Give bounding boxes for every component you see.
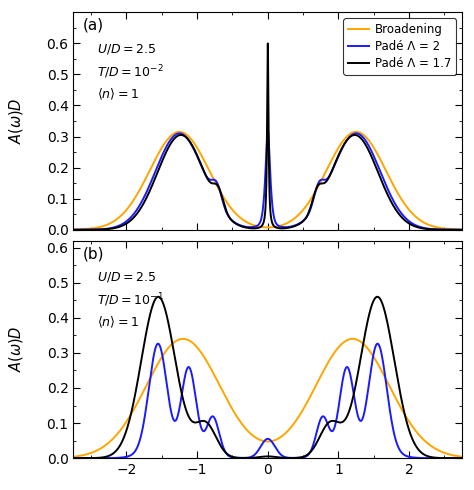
Broadening [151,159,157,165]
Padé Λ = 1.7 [151,177,157,183]
Padé Λ = 2 [154,166,159,171]
Padé Λ = 2 [151,171,157,177]
Y-axis label: $A(\omega)D$: $A(\omega)D$ [7,326,25,372]
Broadening [213,180,219,186]
Padé Λ = 2 [243,224,249,230]
Line: Padé Λ = 1.7: Padé Λ = 1.7 [56,44,474,230]
Broadening [177,129,182,135]
Text: $U/D = 2.5$
$T/D = 10^{-2}$
$\langle n\rangle = 1$: $U/D = 2.5$ $T/D = 10^{-2}$ $\langle n\r… [97,42,164,102]
Y-axis label: $A(\omega)D$: $A(\omega)D$ [7,98,25,144]
Line: Padé Λ = 2: Padé Λ = 2 [56,130,474,230]
Padé Λ = 2 [156,160,162,166]
Padé Λ = 1.7 [53,227,59,233]
Padé Λ = 1.7 [213,181,219,187]
Legend: Broadening, Padé Λ = 2, Padé Λ = 1.7: Broadening, Padé Λ = 2, Padé Λ = 1.7 [343,18,456,75]
Broadening [243,219,249,224]
Line: Broadening: Broadening [56,132,474,230]
Broadening [156,150,162,156]
Padé Λ = 2 [213,177,219,183]
Padé Λ = 2 [53,227,59,233]
Padé Λ = 1.7 [265,41,271,47]
Padé Λ = 1.7 [243,224,249,230]
Padé Λ = 1.7 [156,167,162,172]
Broadening [53,227,59,233]
Text: (b): (b) [83,246,105,261]
Text: (a): (a) [83,18,104,33]
Broadening [154,154,159,160]
Text: $U/D = 2.5$
$T/D = 10^{-1}$
$\langle n\rangle = 1$: $U/D = 2.5$ $T/D = 10^{-1}$ $\langle n\r… [97,270,164,330]
Padé Λ = 2 [265,127,271,133]
Padé Λ = 1.7 [154,172,159,178]
